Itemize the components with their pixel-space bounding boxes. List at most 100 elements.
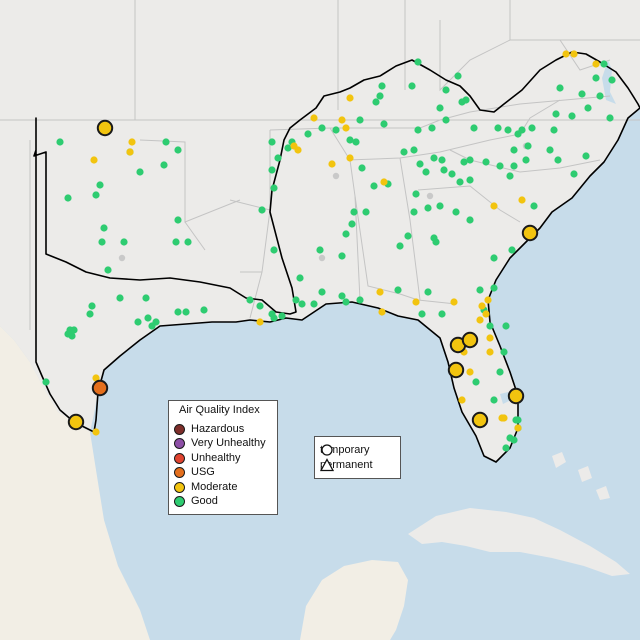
monitor-good[interactable] — [348, 220, 356, 228]
monitor-good[interactable] — [570, 170, 578, 178]
monitor-good[interactable] — [502, 322, 510, 330]
monitor-good[interactable] — [356, 116, 364, 124]
monitor-good[interactable] — [316, 246, 324, 254]
monitor-good[interactable] — [396, 242, 404, 250]
monitor-moderate[interactable] — [450, 298, 458, 306]
monitor-moderate[interactable] — [342, 124, 350, 132]
monitor-good[interactable] — [428, 124, 436, 132]
monitor-good[interactable] — [432, 238, 440, 246]
monitor-good[interactable] — [292, 296, 300, 304]
monitor-good[interactable] — [412, 190, 420, 198]
monitor-moderate[interactable] — [338, 116, 346, 124]
monitor-good[interactable] — [556, 84, 564, 92]
monitor-good[interactable] — [350, 208, 358, 216]
monitor-good[interactable] — [422, 168, 430, 176]
monitor-good[interactable] — [442, 86, 450, 94]
monitor-moderate[interactable] — [518, 196, 526, 204]
monitor-good[interactable] — [148, 322, 156, 330]
monitor-good[interactable] — [174, 146, 182, 154]
monitor-good[interactable] — [568, 112, 576, 120]
monitor-good[interactable] — [462, 96, 470, 104]
monitor-good[interactable] — [172, 238, 180, 246]
monitor-good[interactable] — [270, 184, 278, 192]
monitor-moderate[interactable] — [514, 424, 522, 432]
monitor-good[interactable] — [68, 332, 76, 340]
monitor-good[interactable] — [600, 60, 608, 68]
monitor-good[interactable] — [448, 170, 456, 178]
monitor-good[interactable] — [98, 238, 106, 246]
monitor-good[interactable] — [256, 302, 264, 310]
monitor-good[interactable] — [438, 310, 446, 318]
monitor-moderate[interactable] — [90, 156, 98, 164]
monitor-good[interactable] — [456, 178, 464, 186]
monitor-good[interactable] — [116, 294, 124, 302]
monitor-good[interactable] — [508, 246, 516, 254]
monitor-good[interactable] — [142, 294, 150, 302]
monitor-good[interactable] — [318, 124, 326, 132]
monitor-good[interactable] — [554, 156, 562, 164]
monitor-good[interactable] — [380, 120, 388, 128]
monitor-good[interactable] — [410, 208, 418, 216]
monitor-moderate[interactable] — [92, 374, 100, 382]
monitor-good[interactable] — [442, 116, 450, 124]
monitor-good[interactable] — [578, 90, 586, 98]
monitor-good[interactable] — [500, 348, 508, 356]
monitor-no-data[interactable] — [318, 254, 326, 262]
monitor-good[interactable] — [42, 378, 50, 386]
monitor-good[interactable] — [514, 416, 522, 424]
monitor-moderate[interactable] — [458, 396, 466, 404]
monitor-good[interactable] — [418, 310, 426, 318]
monitor-good[interactable] — [184, 238, 192, 246]
monitor-good[interactable] — [174, 216, 182, 224]
monitor-good[interactable] — [438, 156, 446, 164]
monitor-good[interactable] — [318, 288, 326, 296]
monitor-no-data[interactable] — [426, 192, 434, 200]
monitor-good[interactable] — [452, 208, 460, 216]
monitor-good[interactable] — [546, 146, 554, 154]
monitor-good[interactable] — [486, 322, 494, 330]
monitor-good[interactable] — [258, 206, 266, 214]
monitor-good[interactable] — [278, 312, 286, 320]
monitor-good[interactable] — [274, 154, 282, 162]
monitor-good[interactable] — [378, 82, 386, 90]
monitor-moderate[interactable] — [126, 148, 134, 156]
monitor-good[interactable] — [174, 308, 182, 316]
monitor-good[interactable] — [414, 58, 422, 66]
monitor-good[interactable] — [100, 224, 108, 232]
monitor-good[interactable] — [528, 124, 536, 132]
monitor-good[interactable] — [296, 274, 304, 282]
monitor-moderate[interactable] — [290, 142, 298, 150]
monitor-good[interactable] — [466, 156, 474, 164]
monitor-good[interactable] — [270, 246, 278, 254]
monitor-good[interactable] — [376, 92, 384, 100]
monitor-good[interactable] — [338, 292, 346, 300]
monitor-good[interactable] — [342, 230, 350, 238]
monitor-good[interactable] — [494, 124, 502, 132]
monitor-good[interactable] — [524, 142, 532, 150]
monitor-good[interactable] — [246, 296, 254, 304]
monitor-moderate[interactable] — [378, 308, 386, 316]
monitor-good[interactable] — [160, 161, 168, 169]
monitor-good[interactable] — [370, 182, 378, 190]
monitor-no-data[interactable] — [332, 172, 340, 180]
monitor-good[interactable] — [162, 138, 170, 146]
temporary-monitor-moderate[interactable] — [521, 224, 539, 242]
monitor-moderate[interactable] — [498, 414, 506, 422]
monitor-good[interactable] — [454, 72, 462, 80]
monitor-good[interactable] — [96, 181, 104, 189]
monitor-good[interactable] — [352, 138, 360, 146]
monitor-moderate[interactable] — [592, 60, 600, 68]
monitor-good[interactable] — [592, 74, 600, 82]
monitor-good[interactable] — [394, 286, 402, 294]
monitor-good[interactable] — [342, 298, 350, 306]
monitor-good[interactable] — [400, 148, 408, 156]
monitor-moderate[interactable] — [482, 310, 490, 318]
monitor-moderate[interactable] — [346, 154, 354, 162]
monitor-good[interactable] — [424, 204, 432, 212]
monitor-good[interactable] — [408, 82, 416, 90]
monitor-good[interactable] — [372, 98, 380, 106]
monitor-moderate[interactable] — [476, 316, 484, 324]
monitor-good[interactable] — [92, 191, 100, 199]
monitor-good[interactable] — [496, 368, 504, 376]
monitor-good[interactable] — [268, 138, 276, 146]
